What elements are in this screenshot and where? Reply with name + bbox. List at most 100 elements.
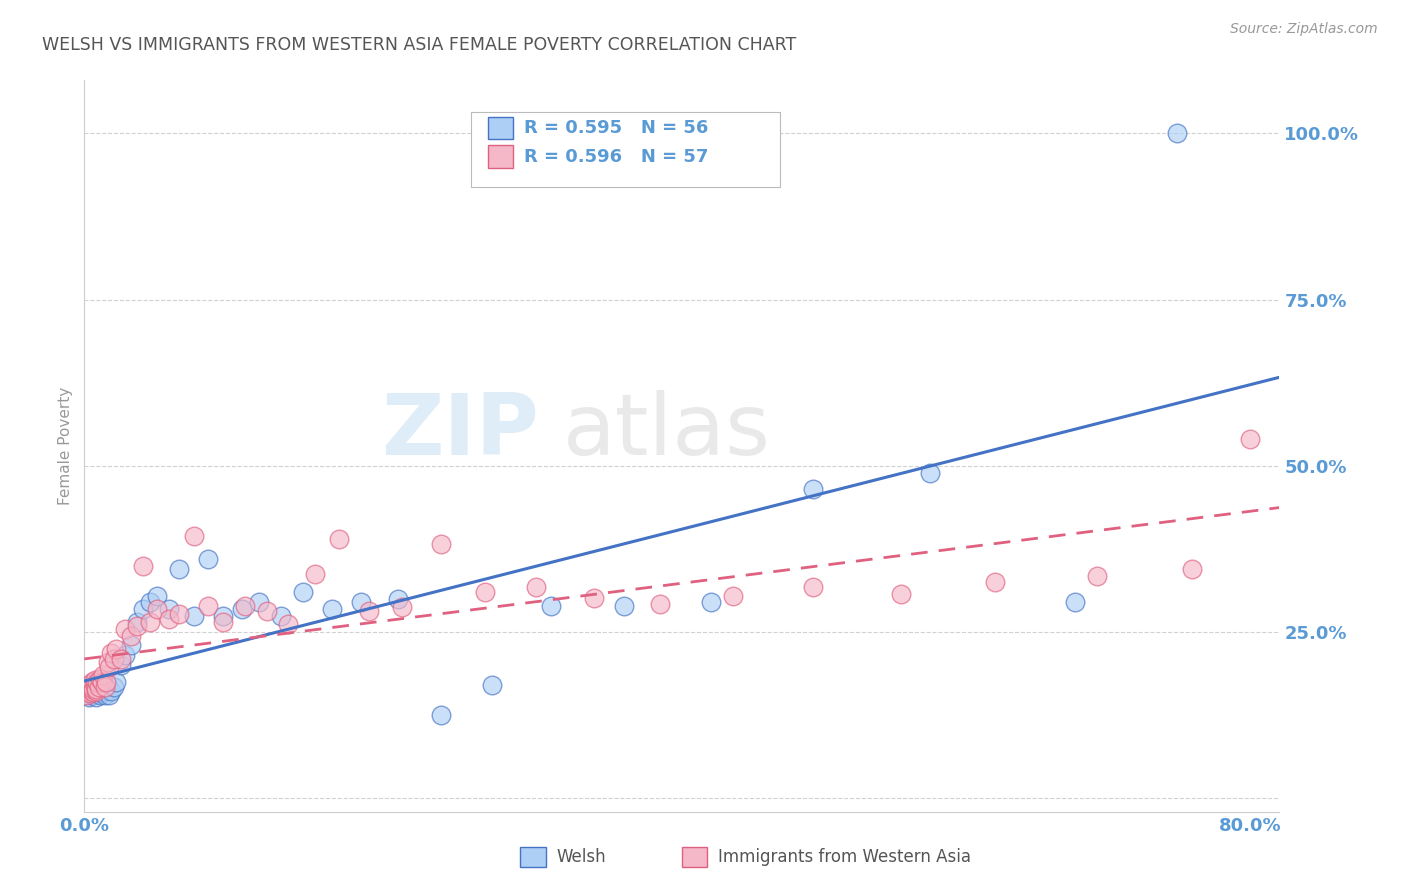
Point	[82, 685, 104, 699]
Text: atlas: atlas	[562, 390, 770, 473]
Point	[357, 604, 380, 618]
Point	[197, 552, 219, 566]
Point	[98, 689, 121, 703]
Point	[277, 617, 299, 632]
Point	[75, 689, 97, 703]
Point	[103, 680, 125, 694]
Point	[391, 599, 413, 614]
Point	[918, 466, 941, 480]
Point	[89, 672, 111, 686]
Point	[84, 683, 107, 698]
Point	[80, 675, 103, 690]
Point	[83, 683, 105, 698]
Point	[96, 683, 118, 698]
Text: Immigrants from Western Asia: Immigrants from Western Asia	[718, 847, 972, 866]
Point	[84, 690, 107, 705]
Point	[83, 673, 105, 687]
Y-axis label: Female Poverty: Female Poverty	[58, 387, 73, 505]
Point	[96, 675, 118, 690]
Point	[77, 681, 100, 696]
Point	[211, 615, 233, 630]
Point	[540, 599, 562, 613]
Point	[139, 615, 162, 630]
Point	[474, 585, 496, 599]
Point	[1166, 127, 1188, 141]
Point	[76, 685, 98, 699]
Point	[94, 680, 117, 694]
Point	[183, 608, 205, 623]
Text: ZIP: ZIP	[381, 390, 538, 473]
Point	[86, 681, 108, 696]
Point	[247, 595, 270, 609]
Point	[79, 686, 101, 700]
Text: R = 0.595   N = 56: R = 0.595 N = 56	[524, 119, 709, 137]
Point	[79, 678, 101, 692]
Point	[120, 639, 142, 653]
Point	[83, 686, 105, 700]
Point	[131, 602, 153, 616]
Point	[700, 595, 723, 609]
Point	[183, 529, 205, 543]
Text: WELSH VS IMMIGRANTS FROM WESTERN ASIA FEMALE POVERTY CORRELATION CHART: WELSH VS IMMIGRANTS FROM WESTERN ASIA FE…	[42, 36, 796, 54]
Point	[103, 652, 125, 666]
Text: R = 0.596   N = 57: R = 0.596 N = 57	[524, 147, 709, 166]
Point	[105, 675, 128, 690]
Point	[77, 690, 100, 705]
Point	[82, 685, 104, 699]
Point	[110, 658, 132, 673]
Point	[79, 686, 101, 700]
Point	[146, 602, 169, 616]
Point	[1181, 562, 1204, 576]
Point	[801, 482, 824, 496]
Point	[1239, 433, 1261, 447]
Point	[350, 595, 373, 609]
Point	[80, 689, 103, 703]
Point	[77, 678, 100, 692]
Point	[328, 532, 350, 546]
Point	[167, 562, 190, 576]
Point	[801, 580, 824, 594]
Point	[100, 683, 122, 698]
Point	[157, 602, 180, 616]
Point	[481, 678, 503, 692]
Point	[83, 678, 105, 692]
Point	[114, 648, 136, 663]
Point	[82, 689, 104, 703]
Point	[77, 683, 100, 698]
Point	[1085, 568, 1108, 582]
Point	[84, 681, 107, 696]
Point	[721, 589, 744, 603]
Point	[613, 599, 636, 613]
Point	[131, 558, 153, 573]
Point	[114, 622, 136, 636]
Point	[98, 659, 121, 673]
Point	[86, 685, 108, 699]
Point	[139, 595, 162, 609]
Point	[157, 612, 180, 626]
Point	[79, 681, 101, 696]
Point	[197, 599, 219, 613]
Point	[125, 615, 148, 630]
Point	[76, 689, 98, 703]
Point	[321, 602, 343, 616]
Point	[75, 685, 97, 699]
Point	[110, 652, 132, 666]
Point	[94, 689, 117, 703]
Point	[211, 608, 233, 623]
Point	[87, 686, 110, 700]
Point	[233, 599, 256, 613]
Point	[90, 675, 112, 690]
Point	[90, 685, 112, 699]
Point	[100, 647, 122, 661]
Point	[97, 655, 120, 669]
Point	[84, 681, 107, 696]
Point	[524, 580, 547, 594]
Point	[256, 604, 278, 618]
Point	[430, 708, 453, 723]
Point	[167, 607, 190, 621]
Point	[91, 668, 114, 682]
Point	[125, 618, 148, 632]
Point	[889, 586, 911, 600]
Point	[89, 689, 111, 703]
Point	[583, 591, 606, 605]
